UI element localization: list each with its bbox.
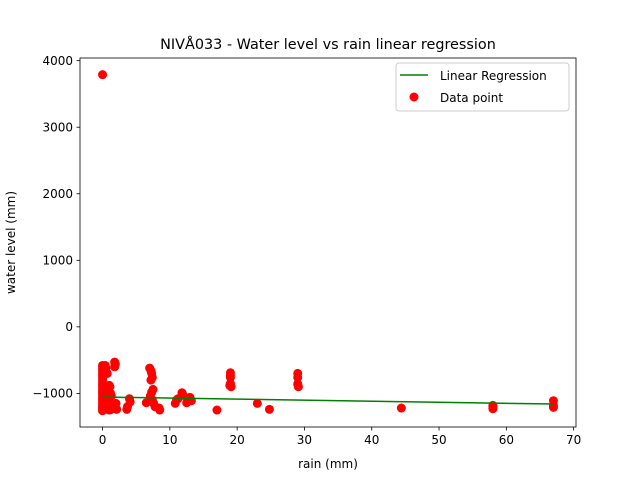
data-point [146,375,156,385]
legend-point-swatch [409,92,419,102]
data-point [102,386,112,396]
y-axis-label: water level (mm) [4,191,18,294]
data-point [293,372,303,382]
legend-label-linear-regression: Linear Regression [440,69,547,83]
data-point [112,404,122,414]
chart-title: NIVÅ033 - Water level vs rain linear reg… [160,36,496,53]
legend-box [395,62,570,112]
x-axis-label: rain (mm) [298,457,358,471]
data-point [182,398,192,408]
axes-frame [79,57,577,428]
x-tick-label: 10 [162,433,177,447]
x-tick-label: 50 [431,433,446,447]
data-point [252,398,262,408]
x-tick-label: 20 [230,433,245,447]
y-tick-label: 0 [65,320,73,334]
data-point [264,404,274,414]
data-layer [98,70,558,416]
data-point [293,382,303,392]
plot-area: 0 10 20 30 40 50 60 70 −1000 0 1000 2000 3000 4000 [32,54,581,447]
x-tick-label: 0 [99,433,107,447]
data-point [110,362,120,372]
data-point [225,380,235,390]
data-point [548,402,558,412]
data-point [102,368,112,378]
y-tick-label: 1000 [42,254,73,268]
x-tick-label: 60 [499,433,514,447]
data-point [212,405,222,415]
data-point [98,70,108,80]
x-tick-label: 30 [297,433,312,447]
legend-label-data-point: Data point [440,91,503,105]
regression-line [102,396,554,405]
data-point [155,405,165,415]
y-tick-label: 4000 [42,54,73,68]
data-point [396,403,406,413]
data-point [125,397,135,407]
y-tick-label: 2000 [42,187,73,201]
x-tick-label: 40 [364,433,379,447]
data-point [147,395,157,405]
legend: Linear Regression Data point [395,62,570,112]
x-tick-label: 70 [566,433,581,447]
y-tick-label: 3000 [42,121,73,135]
x-axis-ticks: 0 10 20 30 40 50 60 70 [99,427,581,447]
y-axis-ticks: −1000 0 1000 2000 3000 4000 [32,54,80,401]
data-point [488,404,498,414]
y-tick-label: −1000 [32,387,73,401]
